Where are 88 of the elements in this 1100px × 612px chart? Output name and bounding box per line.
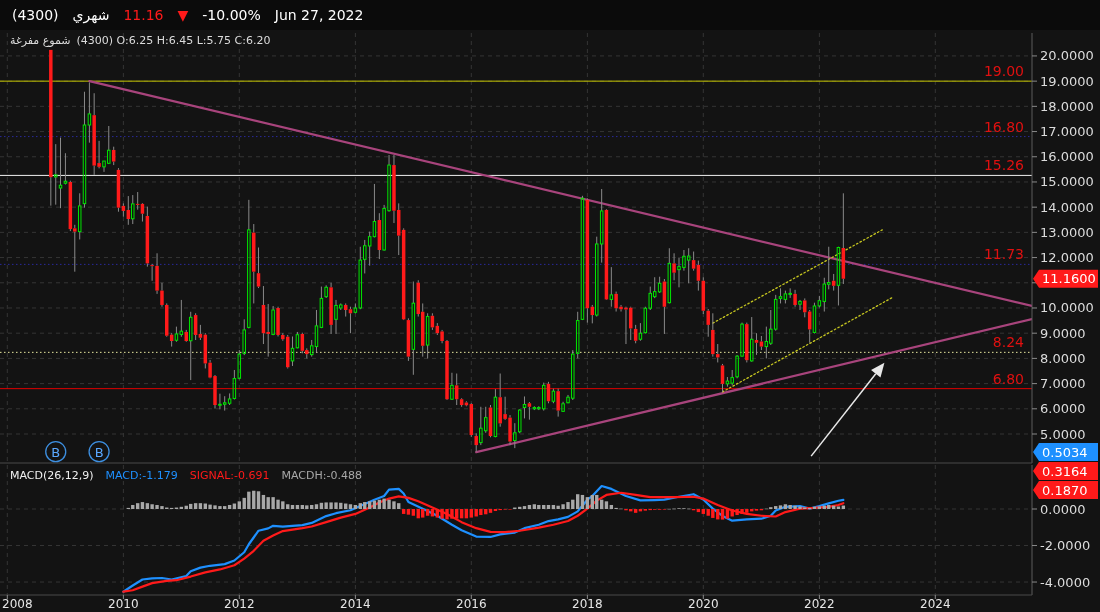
y-tick-label: 10.0000: [1040, 300, 1094, 316]
bar: [488, 509, 493, 513]
y-tick-label: 15.0000: [1040, 174, 1094, 190]
y-tick-label: 16.0000: [1040, 149, 1094, 165]
y-tick-label: 20.0000: [1040, 48, 1094, 64]
text: ▼: [177, 7, 189, 23]
annotation: B: [94, 444, 104, 460]
bar: [604, 501, 609, 509]
x-tick-label: 2022: [804, 597, 835, 611]
bar: [198, 503, 203, 509]
ref-line-label: 15.26: [983, 157, 1025, 174]
ref-line-label: 19.00: [983, 63, 1024, 80]
y-tick-label: 8.0000: [1040, 350, 1086, 366]
bar: [479, 509, 483, 516]
bar: [817, 506, 822, 509]
chart-subtitle: شموع مفرغة: [10, 34, 71, 47]
x-tick-label: 2010: [108, 597, 139, 611]
x-tick-label: 2020: [688, 597, 719, 611]
bar: [421, 509, 425, 518]
text: 0.3164: [1042, 463, 1088, 479]
bar: [720, 509, 725, 520]
text: 11.16: [123, 7, 164, 23]
x-tick-label: 2014: [340, 597, 371, 611]
bar: [367, 501, 372, 509]
x-tick-label: 2008: [2, 597, 33, 611]
bar: [585, 497, 590, 509]
ref-line-label: 8.24: [992, 334, 1025, 351]
text: Jun 27, 2022: [273, 7, 364, 23]
y-tick-label: 13.0000: [1040, 224, 1094, 240]
x-tick-label: 2012: [224, 597, 255, 611]
ref-line-label: 11.73: [983, 246, 1024, 263]
bar: [348, 504, 353, 509]
y-tick-label: 14.0000: [1040, 199, 1094, 215]
bar: [305, 505, 309, 509]
y-tick-label: -4.0000: [1040, 574, 1091, 590]
annotation: B: [51, 444, 61, 460]
bar: [435, 509, 440, 518]
y-tick-label: 5.0000: [1040, 426, 1086, 442]
bar: [135, 503, 140, 509]
bar: [778, 505, 783, 509]
bar: [633, 509, 638, 513]
series-label: MACDH:-0.488: [281, 469, 362, 482]
y-tick-label: -2.0000: [1040, 538, 1091, 554]
x-tick-label: 2018: [572, 597, 603, 611]
bar: [725, 509, 730, 519]
bar: [140, 502, 145, 509]
bar: [522, 506, 527, 509]
bar: [363, 502, 367, 509]
y-tick-label: 17.0000: [1040, 124, 1094, 140]
y-tick-label: 0.0000: [1040, 501, 1086, 517]
bar: [783, 504, 788, 509]
y-tick-label: 6.0000: [1040, 401, 1086, 417]
bar: [145, 503, 150, 509]
bar: [774, 506, 778, 509]
bar: [247, 491, 251, 509]
bar: [358, 503, 362, 509]
y-tick-label: 7.0000: [1040, 376, 1086, 392]
x-tick-label: 2016: [456, 597, 487, 611]
chart-title: MACD(26,12,9): [10, 469, 94, 482]
bar: [836, 506, 841, 509]
chart-title: (4300): [12, 7, 59, 23]
text: SIGNAL:-0.691: [189, 469, 270, 482]
bar: [237, 501, 241, 509]
x-tick-label: 2024: [920, 597, 951, 611]
bar: [411, 509, 416, 516]
y-tick-label: 9.0000: [1040, 325, 1086, 341]
text: 11.1600: [1042, 271, 1096, 287]
annotation: (4300) O:6.25 H:6.45 L:5.75 C:6.20: [76, 34, 271, 47]
ref-line-label: 16.80: [983, 118, 1024, 135]
bar: [532, 504, 537, 509]
y-tick-label: 18.0000: [1040, 98, 1094, 114]
bar: [256, 491, 261, 509]
text: -10.00%: [202, 7, 261, 23]
bar: [314, 504, 319, 509]
text: MACD:-1.179: [105, 469, 178, 482]
y-tick-label: 19.0000: [1040, 73, 1094, 89]
text: 0.5034: [1042, 444, 1088, 460]
bar: [193, 503, 198, 509]
text: شهري: [72, 7, 110, 24]
bar: [711, 509, 715, 518]
bar: [696, 509, 701, 513]
text: 0.1870: [1042, 482, 1088, 498]
bar: [576, 494, 580, 509]
bar: [406, 509, 411, 515]
ref-line-label: 6.80: [992, 370, 1024, 387]
y-tick-label: 12.0000: [1040, 250, 1094, 266]
bar: [469, 509, 473, 518]
bar: [425, 509, 430, 516]
